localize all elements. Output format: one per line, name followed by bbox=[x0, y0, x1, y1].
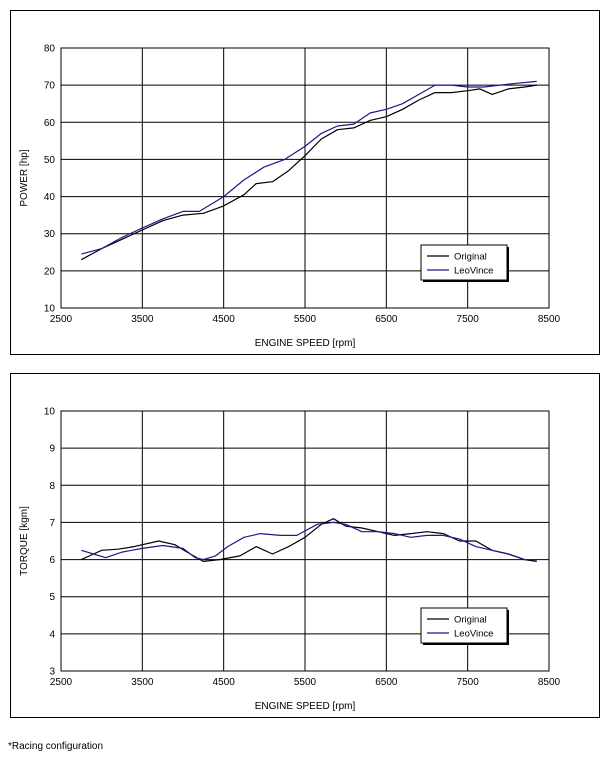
y-tick-label: 80 bbox=[44, 44, 56, 55]
y-tick-label: 20 bbox=[44, 266, 56, 277]
series-line-original bbox=[81, 518, 537, 562]
legend-label-leovince: LeoVince bbox=[454, 266, 493, 277]
y-tick-label: 9 bbox=[49, 444, 55, 455]
x-tick-label: 2500 bbox=[50, 314, 73, 325]
legend-label-original: Original bbox=[454, 252, 487, 263]
torque-chart: 2500 3500 4500 5500 6500 7500 8500 3 4 5 6 7 8 9 10 ENG… bbox=[19, 407, 561, 713]
y-tick-label: 50 bbox=[44, 155, 56, 166]
x-tick-label: 8500 bbox=[538, 314, 561, 325]
y-tick-label: 3 bbox=[49, 667, 55, 678]
y-tick-label: 10 bbox=[44, 407, 56, 418]
series-line-leovince bbox=[81, 521, 537, 561]
x-tick-label: 4500 bbox=[213, 677, 236, 688]
series-line-original bbox=[81, 84, 537, 261]
legend-box bbox=[420, 607, 508, 644]
y-tick-label: 8 bbox=[49, 481, 55, 492]
power-chart-panel: 2500 3500 4500 5500 6500 7500 8500 10 20 30 40 50 60… bbox=[10, 10, 600, 355]
grid-lines bbox=[60, 47, 550, 309]
series-line-leovince bbox=[81, 80, 537, 255]
y-tick-label: 60 bbox=[44, 118, 56, 129]
x-axis-label: ENGINE SPEED [rpm] bbox=[255, 701, 356, 712]
torque-chart-panel: 2500 3500 4500 5500 6500 7500 8500 3 4 5 6 7 8 9 10 ENG… bbox=[10, 373, 600, 718]
x-tick-label: 7500 bbox=[457, 314, 480, 325]
y-tick-label: 4 bbox=[49, 629, 55, 640]
legend: Original LeoVince bbox=[420, 244, 509, 282]
y-axis-label: TORQUE [kgm] bbox=[19, 506, 30, 576]
legend-label-original: Original bbox=[454, 615, 487, 626]
x-tick-label: 6500 bbox=[375, 677, 398, 688]
x-axis-label: ENGINE SPEED [rpm] bbox=[255, 338, 356, 349]
legend-label-leovince: LeoVince bbox=[454, 629, 493, 640]
plot-frame bbox=[60, 47, 550, 309]
x-tick-label: 2500 bbox=[50, 677, 73, 688]
x-tick-label: 5500 bbox=[294, 314, 317, 325]
x-tick-label: 8500 bbox=[538, 677, 561, 688]
x-tick-label: 5500 bbox=[294, 677, 317, 688]
legend-box bbox=[420, 244, 508, 281]
y-tick-label: 30 bbox=[44, 229, 56, 240]
power-chart: 2500 3500 4500 5500 6500 7500 8500 10 20 30 40 50 60… bbox=[19, 44, 561, 350]
x-tick-label: 3500 bbox=[131, 677, 154, 688]
x-tick-label: 4500 bbox=[213, 314, 236, 325]
y-tick-label: 70 bbox=[44, 81, 56, 92]
y-tick-label: 40 bbox=[44, 192, 56, 203]
y-axis-label: POWER [hp] bbox=[19, 149, 30, 206]
y-tick-label: 5 bbox=[49, 592, 55, 603]
x-tick-label: 6500 bbox=[375, 314, 398, 325]
x-tick-label: 7500 bbox=[457, 677, 480, 688]
x-tick-label: 3500 bbox=[131, 314, 154, 325]
y-tick-label: 10 bbox=[44, 304, 56, 315]
y-tick-label: 7 bbox=[49, 518, 55, 529]
legend: Original LeoVince bbox=[420, 607, 509, 645]
y-tick-label: 6 bbox=[49, 555, 55, 566]
plot-frame bbox=[60, 410, 550, 672]
footnote-text: *Racing configuration bbox=[8, 741, 104, 752]
